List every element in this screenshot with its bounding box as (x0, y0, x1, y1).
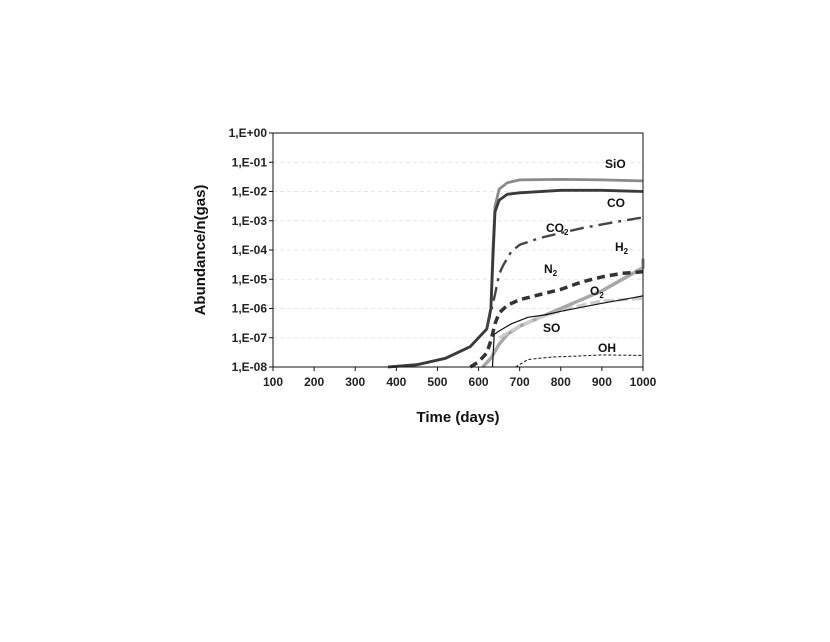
y-tick-label: 1,E-06 (232, 302, 268, 316)
x-tick-label: 700 (510, 375, 530, 389)
x-tick-label: 200 (304, 375, 324, 389)
y-axis: 1,E+00 1,E-01 1,E-02 1,E-03 1,E-04 1,E-05 1,E-… (229, 126, 273, 374)
series-label-text: CO (546, 221, 564, 235)
series-label-so: SO (543, 321, 560, 335)
x-tick-label: 500 (427, 375, 447, 389)
series-label-text: OH (598, 341, 616, 355)
y-tick-label: 1,E-07 (232, 331, 268, 345)
y-tick-label: 1,E-05 (232, 272, 268, 286)
y-tick-label: 1,E-01 (232, 155, 268, 169)
x-tick-label: 600 (469, 375, 489, 389)
grid-lines (273, 162, 643, 338)
series-label-subscript: 2 (599, 291, 604, 300)
series-label-oh: OH (598, 341, 616, 355)
series-label-n2: N2 (544, 262, 558, 278)
series-label-text: SiO (605, 157, 626, 171)
x-tick-label: 300 (345, 375, 365, 389)
series-label-o2: O2 (590, 284, 604, 300)
x-tick-label: 1000 (630, 375, 657, 389)
series-label-co2: CO2 (546, 221, 569, 237)
series-label-text: SO (543, 321, 560, 335)
series-label-h2: H2 (615, 240, 629, 256)
series-line-h2 (483, 259, 643, 367)
series-label-subscript: 2 (553, 269, 558, 278)
y-tick-label: 1,E-03 (232, 214, 268, 228)
series-line-sio (388, 179, 643, 367)
x-tick-label: 400 (386, 375, 406, 389)
series-label-subscript: 2 (624, 247, 629, 256)
y-axis-title: Abundance/n(gas) (192, 185, 209, 316)
y-tick-label: 1,E-08 (232, 360, 268, 374)
x-tick-label: 100 (263, 375, 283, 389)
series-label-text: O (590, 284, 599, 298)
series-line-n2 (470, 272, 643, 367)
y-tick-label: 1,E-04 (232, 243, 268, 257)
series-line-oh (516, 355, 643, 367)
y-tick-label: 1,E+00 (229, 126, 268, 140)
y-tick-label: 1,E-02 (232, 185, 268, 199)
x-tick-label: 900 (592, 375, 612, 389)
series-label-text: H (615, 240, 624, 254)
series-lines (388, 179, 643, 367)
series-label-subscript: 2 (564, 228, 569, 237)
series-label-sio: SiO (605, 157, 626, 171)
x-tick-label: 800 (551, 375, 571, 389)
x-axis-title: Time (days) (416, 409, 499, 426)
series-label-text: CO (607, 196, 625, 210)
series-label-co: CO (607, 196, 625, 210)
x-axis: 100 200 300 400 500 600 700 800 900 1000 (263, 367, 657, 389)
series-label-text: N (544, 262, 553, 276)
